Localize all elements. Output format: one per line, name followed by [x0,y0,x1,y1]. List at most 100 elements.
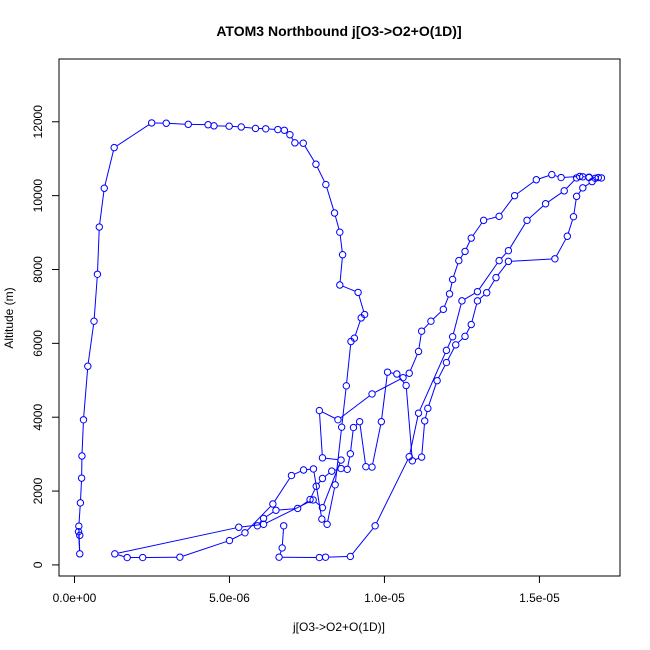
series-line-segment [259,520,262,524]
series-line-segment [93,277,98,319]
data-point [383,368,392,376]
series-line-segment [418,334,422,349]
series-line-segment [83,369,89,417]
data-point [572,192,581,201]
data-point [138,553,147,562]
data-point [548,170,556,179]
data-point [362,462,370,471]
series-line-segment [281,528,284,545]
data-point [309,465,318,473]
data-point [278,544,286,552]
series-line-segment [334,215,340,230]
series-line-segment [465,240,471,249]
series-line-segment [341,388,347,425]
data-point [354,288,362,297]
series-line-segment [449,282,453,291]
series-layer [74,119,606,562]
series-line-segment [340,395,370,419]
series-line-segment [511,258,552,262]
series-line-segment [452,303,462,334]
series-line-segment [529,205,544,219]
data-point [259,514,268,523]
y-axis-label: Altitude (m) [2,287,16,348]
series-line-segment [564,176,577,178]
x-tick-label: 0.0e+00 [53,591,97,605]
chart-title: ATOM3 Northbound j[O3->O2+O(1D)] [216,23,461,39]
data-point [399,373,407,382]
series-line-segment [472,222,483,236]
series-line-segment [310,488,316,497]
data-point [346,552,355,561]
series-line-segment [319,413,323,455]
series-line-segment [80,481,82,500]
data-point [591,174,599,182]
data-point [77,474,86,482]
data-point [563,232,572,240]
series-line-segment [376,459,409,524]
series-line-segment [279,508,295,511]
data-point [78,452,86,460]
data-point [275,553,283,561]
series-line-segment [539,175,549,180]
data-point [237,123,245,131]
data-point [225,536,234,545]
data-point [331,481,339,489]
data-point [442,358,451,367]
data-point [241,529,249,537]
series-line-segment [478,262,498,290]
data-point [483,289,491,297]
series-line-segment [321,411,336,419]
data-point [336,228,344,236]
data-point [299,139,307,147]
series-line-segment [246,505,271,531]
series-line-segment [500,252,507,259]
data-point [100,184,108,192]
series-line-segment [339,235,343,252]
data-point [262,125,270,133]
data-point [439,305,448,314]
data-point [492,273,500,282]
data-point [357,314,365,322]
series-line-segment [325,457,338,461]
y-tick-label: 8000 [31,256,45,283]
data-point [318,454,327,462]
data-point [371,522,379,530]
data-point [323,520,331,528]
series-line-segment [351,527,374,555]
x-tick-label: 1.5e-05 [519,591,560,605]
data-point [504,257,513,266]
data-point [299,466,308,474]
data-point [504,246,513,255]
series-line-segment [486,216,497,221]
series-line-segment [444,296,449,307]
data-point [473,297,482,305]
series-line-segment [324,472,330,477]
series-line-segment [585,182,590,187]
series-line-segment [347,456,351,467]
data-point [312,482,320,490]
y-tick-label: 12000 [31,105,45,139]
data-point [74,527,83,536]
series-line-segment [547,192,562,203]
data-point [541,200,550,208]
series-line-segment [415,457,419,461]
series-line-segment [438,365,446,379]
series-line-segment [381,375,388,419]
data-point [569,212,578,221]
data-point [417,327,426,335]
data-point [414,409,423,417]
series-line-segment [390,372,394,374]
series-line-segment [554,175,559,178]
data-point [162,119,170,127]
data-point [176,553,184,561]
data-point [349,423,358,432]
data-point [76,531,84,540]
x-tick-label: 1.0e-05 [364,591,405,605]
series-line-segment [460,253,464,259]
data-point [147,119,156,127]
data-point [551,255,559,263]
data-point [110,143,118,152]
y-tick-label: 4000 [31,404,45,431]
data-point [251,124,260,133]
